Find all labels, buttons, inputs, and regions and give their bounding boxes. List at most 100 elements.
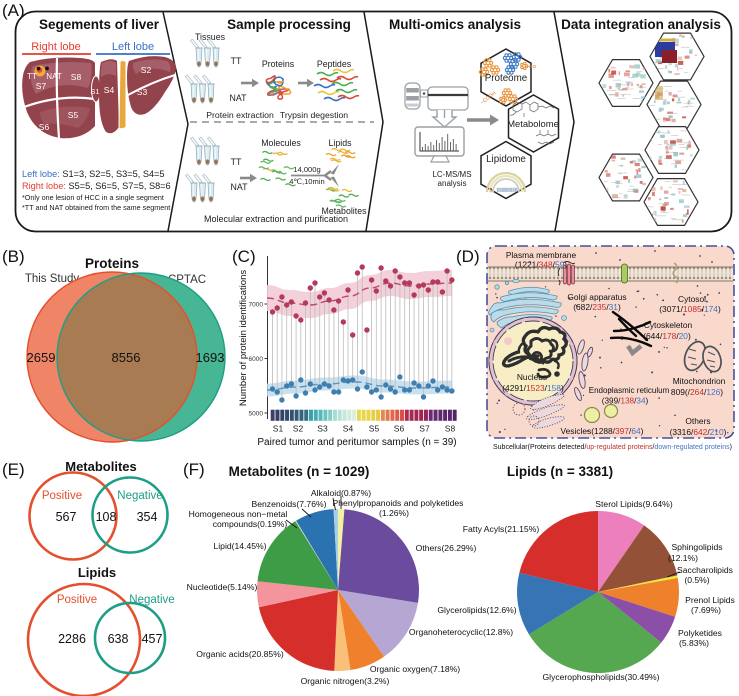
svg-text:S6: S6 xyxy=(39,122,50,132)
svg-text:S2: S2 xyxy=(141,65,152,75)
svg-text:Metabolites: Metabolites xyxy=(322,206,368,216)
svg-text:Paired tumor and peritumor sam: Paired tumor and peritumor samples (n = … xyxy=(257,437,456,448)
svg-text:Plasma membrane: Plasma membrane xyxy=(506,250,577,260)
svg-text:S6: S6 xyxy=(394,424,405,434)
svg-text:108: 108 xyxy=(96,510,117,524)
svg-text:Alkaloid(0.87%): Alkaloid(0.87%) xyxy=(311,488,371,498)
svg-text:Vesicles(1288/397/64): Vesicles(1288/397/64) xyxy=(561,426,644,436)
svg-text:Endoplasmic reticulum: Endoplasmic reticulum xyxy=(589,386,670,395)
svg-text:Molecules: Molecules xyxy=(261,138,301,148)
svg-text:354: 354 xyxy=(137,510,158,524)
svg-text:*Only one lesion of HCC in a s: *Only one lesion of HCC in a single segm… xyxy=(22,193,164,202)
svg-text:Negative: Negative xyxy=(129,594,174,606)
svg-text:Metabolome: Metabolome xyxy=(507,118,559,129)
svg-text:S1: S1 xyxy=(273,424,284,434)
svg-text:5000: 5000 xyxy=(249,410,264,417)
svg-text:Negative: Negative xyxy=(117,490,162,502)
svg-text:Cytosol: Cytosol xyxy=(678,294,706,304)
svg-text:2659: 2659 xyxy=(27,350,56,365)
svg-text:TT: TT xyxy=(27,72,37,81)
svg-text:Lipidome: Lipidome xyxy=(486,154,526,165)
svg-text:S3: S3 xyxy=(137,87,148,97)
svg-text:Positive: Positive xyxy=(57,594,97,606)
svg-text:Proteins: Proteins xyxy=(262,59,295,69)
svg-text:(1221/348/59): (1221/348/59) xyxy=(515,260,567,270)
svg-text:(D): (D) xyxy=(456,247,480,266)
svg-text:Positive: Positive xyxy=(42,490,82,502)
svg-text:S4: S4 xyxy=(104,85,115,95)
svg-text:(3071/1085/174): (3071/1085/174) xyxy=(659,304,721,314)
svg-text:Segements of liver: Segements of liver xyxy=(39,17,160,32)
svg-text:Homogeneous non−metal: Homogeneous non−metal xyxy=(189,509,288,519)
svg-text:This Study: This Study xyxy=(25,273,80,285)
svg-text:Protein extraction: Protein extraction xyxy=(206,110,274,120)
svg-text:(682/235/31): (682/235/31) xyxy=(573,302,621,312)
svg-text:Organic oxygen(7.18%): Organic oxygen(7.18%) xyxy=(370,664,460,674)
svg-text:Lipids: Lipids xyxy=(78,565,116,580)
svg-text:Others: Others xyxy=(685,416,710,426)
svg-text:Phenylpropanoids and polyketid: Phenylpropanoids and polyketides xyxy=(333,498,464,508)
svg-text:S1: S1 xyxy=(90,87,99,96)
svg-text:Organic acids(20.85%): Organic acids(20.85%) xyxy=(196,649,284,659)
svg-text:NAT: NAT xyxy=(231,182,249,192)
svg-text:Molecular extraction and purif: Molecular extraction and purification xyxy=(204,214,348,224)
svg-text:(E): (E) xyxy=(2,460,25,479)
svg-text:Organoheterocyclic(12.8%): Organoheterocyclic(12.8%) xyxy=(409,627,513,637)
svg-text:S8: S8 xyxy=(71,72,82,82)
svg-text:NAT: NAT xyxy=(230,93,248,103)
svg-text:Left lobe: S1=3, S2=5, S3=5, S: Left lobe: S1=3, S2=5, S3=5, S4=5 xyxy=(22,169,165,179)
svg-text:638: 638 xyxy=(108,632,129,646)
svg-text:Left lobe: Left lobe xyxy=(112,41,154,53)
svg-text:6000: 6000 xyxy=(249,356,264,363)
svg-text:TT: TT xyxy=(231,56,242,66)
svg-text:Right lobe: S5=5, S6=5, S7=5,: Right lobe: S5=5, S6=5, S7=5, S8=6 xyxy=(22,181,171,191)
svg-text:Multi-omics analysis: Multi-omics analysis xyxy=(389,17,521,32)
svg-text:14,000g: 14,000g xyxy=(293,165,320,174)
svg-text:*TT and NAT obtained from the: *TT and NAT obtained from the same segme… xyxy=(22,203,170,212)
svg-text:Others(26.29%): Others(26.29%) xyxy=(416,543,477,553)
svg-text:(399/138/34): (399/138/34) xyxy=(602,397,649,406)
svg-text:Metabolites: Metabolites xyxy=(65,459,137,474)
svg-text:compounds(0.19%): compounds(0.19%) xyxy=(213,519,288,529)
svg-text:(3316/642/210): (3316/642/210) xyxy=(670,427,727,437)
svg-text:Cytoskeleton: Cytoskeleton xyxy=(644,320,693,330)
svg-text:(F): (F) xyxy=(183,460,205,479)
svg-text:457: 457 xyxy=(142,632,163,646)
svg-text:Lipid(14.45%): Lipid(14.45%) xyxy=(213,541,266,551)
svg-text:S5: S5 xyxy=(369,424,380,434)
svg-text:Proteome: Proteome xyxy=(485,73,528,84)
svg-text:Lipids (n = 3381): Lipids (n = 3381) xyxy=(507,464,613,479)
svg-text:(5.83%): (5.83%) xyxy=(679,638,709,648)
svg-text:Golgi apparatus: Golgi apparatus xyxy=(567,292,626,302)
svg-text:Fatty Acyls(21.15%): Fatty Acyls(21.15%) xyxy=(463,524,540,534)
svg-text:Peptides: Peptides xyxy=(317,59,352,69)
svg-text:Sample processing: Sample processing xyxy=(227,17,351,32)
svg-text:Subcellular(Proteins detected/: Subcellular(Proteins detected/up-regulat… xyxy=(493,444,732,451)
svg-text:8556: 8556 xyxy=(112,350,141,365)
svg-text:Tissues: Tissues xyxy=(195,32,226,42)
svg-text:7000: 7000 xyxy=(249,301,264,308)
svg-text:Glycerolipids(12.6%): Glycerolipids(12.6%) xyxy=(437,605,516,615)
svg-text:4℃,10min: 4℃,10min xyxy=(289,177,325,186)
svg-text:Prenol Lipids: Prenol Lipids xyxy=(685,595,735,605)
svg-text:S2: S2 xyxy=(293,424,304,434)
svg-text:-NH2: -NH2 xyxy=(526,64,537,69)
svg-text:(A): (A) xyxy=(2,1,25,20)
svg-text:Right lobe: Right lobe xyxy=(31,41,81,53)
svg-text:567: 567 xyxy=(56,510,77,524)
svg-text:S7: S7 xyxy=(36,81,47,91)
svg-text:(7.69%): (7.69%) xyxy=(691,605,721,615)
svg-text:Organic nitrogen(3.2%): Organic nitrogen(3.2%) xyxy=(301,676,390,686)
svg-text:Sterol Lipids(9.64%): Sterol Lipids(9.64%) xyxy=(595,499,673,509)
svg-text:2286: 2286 xyxy=(58,632,86,646)
svg-text:LC-MS/MS: LC-MS/MS xyxy=(432,170,471,179)
svg-text:Sphingolipids: Sphingolipids xyxy=(671,542,722,552)
svg-text:Nucleotide(5.14%): Nucleotide(5.14%) xyxy=(187,582,258,592)
svg-text:NAT: NAT xyxy=(46,72,62,81)
svg-text:(644/178/20): (644/178/20) xyxy=(643,331,691,341)
svg-text:Data integration analysis: Data integration analysis xyxy=(561,17,721,32)
svg-text:(B): (B) xyxy=(2,247,25,266)
svg-text:S5: S5 xyxy=(68,110,79,120)
svg-text:S3: S3 xyxy=(317,424,328,434)
svg-text:Mitochondrion: Mitochondrion xyxy=(673,376,726,386)
